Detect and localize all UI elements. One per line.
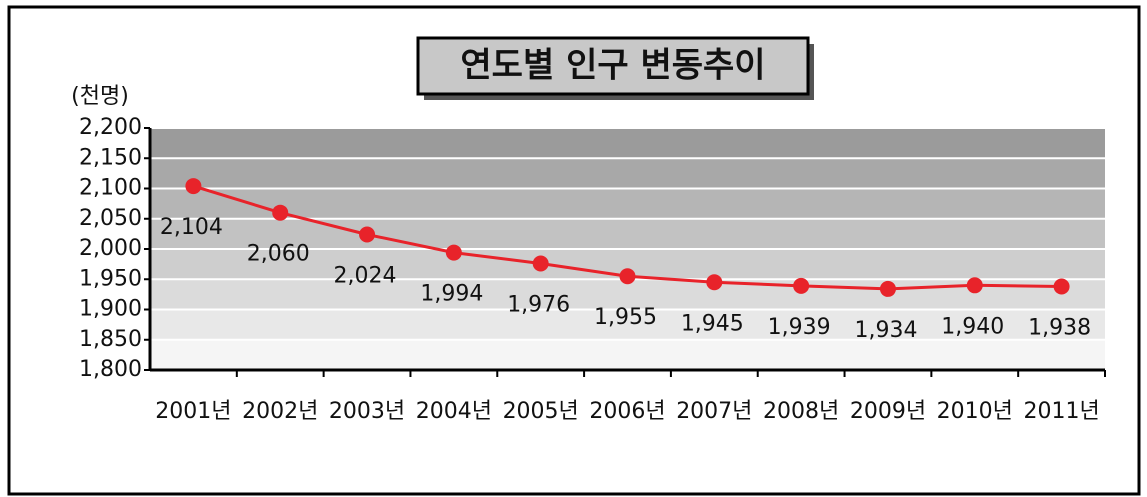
data-label: 1,939: [768, 315, 831, 340]
x-tick-label: 2007년: [676, 399, 752, 424]
x-tick-label: 2004년: [416, 399, 492, 424]
data-point: [272, 204, 289, 221]
x-tick-label: 2010년: [937, 399, 1013, 424]
y-tick-label: 2,150: [79, 145, 142, 170]
data-label: 1,955: [594, 305, 657, 330]
plot-band: [150, 188, 1105, 219]
plot-band: [150, 309, 1105, 340]
data-point: [359, 226, 376, 243]
data-point: [185, 178, 202, 195]
y-tick-label: 1,950: [79, 266, 142, 291]
plot-band: [150, 279, 1105, 310]
data-point: [879, 280, 896, 297]
plot-band: [150, 218, 1105, 249]
title-box: [416, 36, 810, 96]
data-label: 2,104: [160, 215, 223, 240]
x-tick-label: 2005년: [503, 399, 579, 424]
y-axis-label: (천명): [71, 84, 129, 109]
data-label: 1,945: [681, 311, 744, 336]
x-tick-label: 2006년: [589, 399, 665, 424]
data-point: [532, 255, 549, 272]
x-tick-label: 2003년: [329, 399, 405, 424]
data-point: [706, 274, 723, 291]
y-tick-label: 1,800: [79, 357, 142, 382]
x-tick-label: 2001년: [155, 399, 231, 424]
data-point: [1053, 278, 1070, 295]
y-tick-label: 1,900: [79, 297, 142, 322]
x-tick-label: 2009년: [850, 399, 926, 424]
data-label: 1,976: [507, 293, 570, 318]
data-point: [445, 244, 462, 261]
y-tick-label: 2,100: [79, 176, 142, 201]
data-label: 2,024: [334, 263, 397, 288]
plot-band: [150, 339, 1105, 370]
x-tick-label: 2011년: [1023, 399, 1099, 424]
data-label: 1,934: [854, 318, 917, 343]
chart-title: 연도별 인구 변동추이: [460, 46, 765, 86]
data-point: [793, 277, 810, 294]
y-tick-label: 2,050: [79, 206, 142, 231]
data-label: 2,060: [247, 242, 310, 267]
data-label: 1,994: [420, 282, 483, 307]
x-tick-label: 2002년: [242, 399, 318, 424]
data-label: 1,940: [941, 314, 1004, 339]
y-tick-label: 1,850: [79, 327, 142, 352]
plot-band: [150, 128, 1105, 159]
data-label: 1,938: [1028, 316, 1091, 341]
x-tick-label: 2008년: [763, 399, 839, 424]
plot-band: [150, 158, 1105, 189]
data-point: [966, 277, 983, 294]
y-tick-label: 2,000: [79, 236, 142, 261]
y-tick-label: 2,200: [79, 115, 142, 140]
data-point: [619, 268, 636, 285]
